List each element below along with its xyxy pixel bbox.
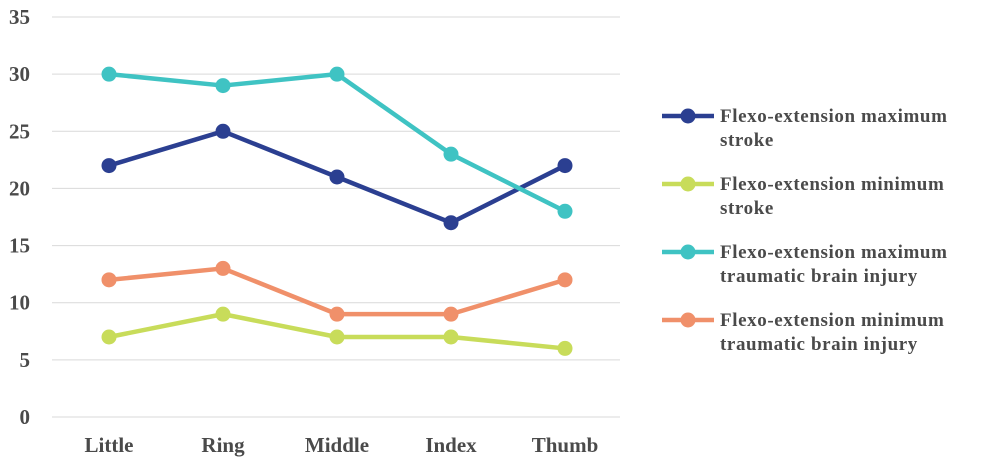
data-point: [557, 272, 573, 288]
x-tick-label-middle: Middle: [305, 433, 369, 457]
data-point: [443, 146, 459, 162]
data-point: [215, 260, 231, 276]
data-point: [215, 306, 231, 322]
y-tick-label: 5: [20, 348, 31, 372]
data-point: [101, 272, 117, 288]
legend-item-2: Flexo-extension maximum traumatic brain i…: [662, 242, 948, 287]
data-point: [329, 66, 345, 82]
data-point: [101, 66, 117, 82]
series-2: [101, 66, 573, 219]
series-1: [101, 306, 573, 356]
data-point: [215, 78, 231, 94]
legend-swatch-marker: [680, 312, 696, 328]
legend-label: stroke: [720, 130, 774, 151]
data-point: [215, 123, 231, 139]
data-point: [443, 215, 459, 231]
legend-label: stroke: [720, 198, 774, 219]
series-0: [101, 123, 573, 231]
y-tick-label: 35: [9, 5, 30, 29]
legend-label: traumatic brain injury: [720, 334, 918, 355]
data-point: [101, 329, 117, 345]
legend-swatch-marker: [680, 244, 696, 260]
legend-label: Flexo-extension maximum: [720, 106, 948, 127]
data-point: [557, 203, 573, 219]
y-tick-label: 20: [9, 176, 30, 200]
y-tick-label: 25: [9, 119, 30, 143]
data-point: [443, 306, 459, 322]
data-point: [557, 158, 573, 174]
y-tick-label: 30: [9, 62, 30, 86]
x-tick-label-index: Index: [425, 433, 477, 457]
y-tick-label: 10: [9, 291, 30, 315]
legend-swatch-marker: [680, 108, 696, 124]
legend-item-0: Flexo-extension maximum stroke: [662, 106, 948, 151]
data-point: [329, 306, 345, 322]
y-axis-ticks: 0 5 10 15 20 25 30 35: [9, 5, 30, 429]
legend-label: Flexo-extension maximum: [720, 242, 948, 263]
data-point: [443, 329, 459, 345]
legend-swatch-marker: [680, 176, 696, 192]
x-tick-label-little: Little: [85, 433, 134, 457]
legend-label: Flexo-extension minimum: [720, 174, 944, 195]
legend-label: traumatic brain injury: [720, 266, 918, 287]
y-tick-label: 0: [20, 405, 31, 429]
x-tick-label-ring: Ring: [201, 433, 245, 457]
data-point: [329, 329, 345, 345]
legend-item-3: Flexo-extension minimum traumatic brain i…: [662, 310, 944, 355]
gridlines: [52, 16, 620, 418]
x-tick-label-thumb: Thumb: [532, 433, 599, 457]
series-3: [101, 260, 573, 322]
series-group: [101, 66, 573, 356]
data-point: [329, 169, 345, 185]
y-tick-label: 15: [9, 234, 30, 258]
legend-item-1: Flexo-extension minimum stroke: [662, 174, 944, 219]
data-point: [101, 158, 117, 174]
data-point: [557, 340, 573, 356]
legend: Flexo-extension maximumstrokeFlexo-exten…: [662, 106, 948, 355]
x-axis-ticks: Little Ring Middle Index Thumb: [85, 433, 599, 457]
legend-label: Flexo-extension minimum: [720, 310, 944, 331]
